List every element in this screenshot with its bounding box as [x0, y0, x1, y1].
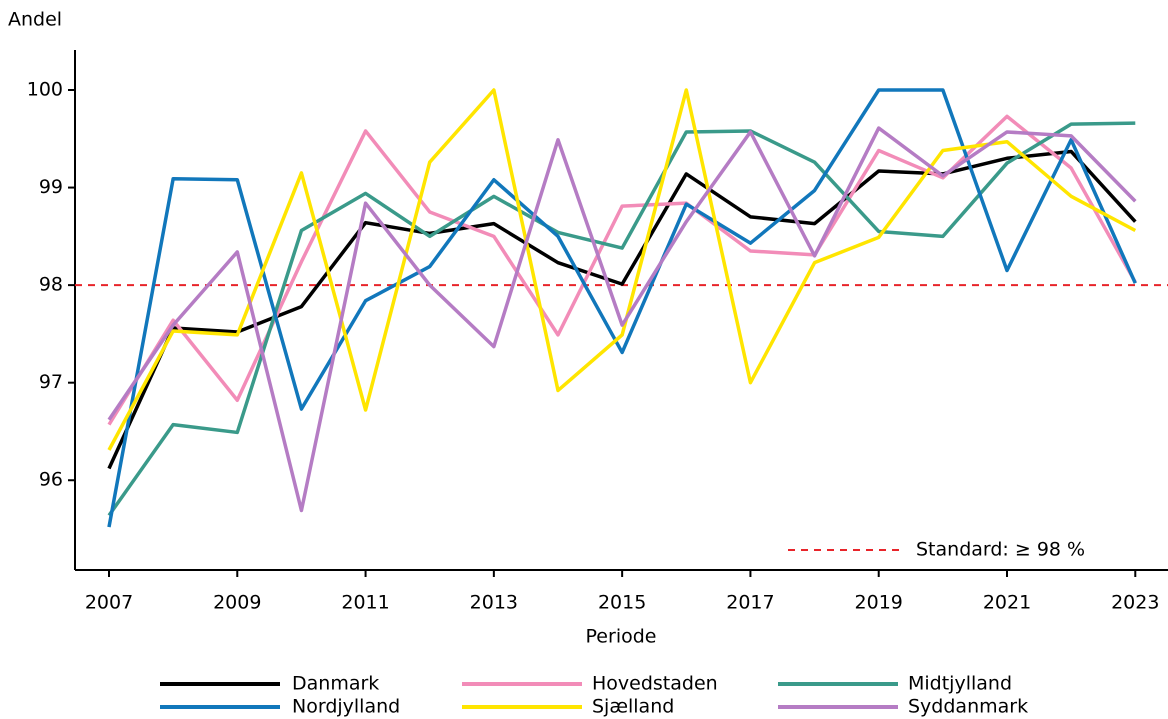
- x-tick-label: 2023: [1111, 592, 1159, 614]
- y-tick-label: 98: [39, 274, 63, 296]
- x-tick-label: 2017: [726, 592, 774, 614]
- legend-label: Nordjylland: [292, 696, 400, 718]
- legend-label: Sjælland: [592, 696, 674, 718]
- series-line: [107, 126, 1137, 513]
- legend-label: Syddanmark: [908, 696, 1028, 718]
- x-tick-label: 2019: [855, 592, 903, 614]
- x-tick-label: 2011: [341, 592, 389, 614]
- x-tick-label: 2007: [85, 592, 133, 614]
- y-tick-label: 97: [39, 371, 63, 393]
- legend-label: Danmark: [292, 673, 379, 695]
- y-tick-label: 100: [27, 79, 63, 101]
- x-tick-label: 2009: [213, 592, 261, 614]
- series-line: [107, 88, 1137, 451]
- series-line: [107, 121, 1136, 517]
- x-tick-label: 2021: [983, 592, 1031, 614]
- y-axis-label: Andel: [8, 9, 62, 31]
- series-line: [107, 88, 1137, 528]
- series-line: [107, 114, 1137, 426]
- x-axis-label: Periode: [586, 626, 657, 648]
- legend-label: Midtjylland: [908, 673, 1012, 695]
- x-tick-label: 2013: [470, 592, 518, 614]
- series-line: [107, 149, 1137, 470]
- y-tick-label: 96: [39, 469, 63, 491]
- y-tick-label: 99: [39, 176, 63, 198]
- x-tick-label: 2015: [598, 592, 646, 614]
- legend-label: Hovedstaden: [592, 673, 718, 695]
- reference-legend-label: Standard: ≥ 98 %: [916, 539, 1085, 561]
